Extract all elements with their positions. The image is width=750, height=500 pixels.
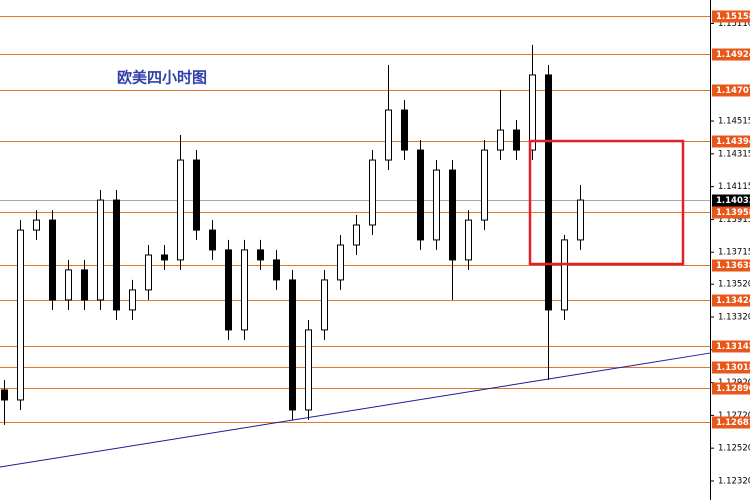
level-label: 1.14707 xyxy=(716,86,750,96)
y-tick-label: 1.14115 xyxy=(718,182,750,192)
candles-layer xyxy=(1,44,584,425)
candle-body xyxy=(353,224,360,246)
candle-body xyxy=(449,169,456,261)
candle-body xyxy=(33,219,40,231)
candle-body xyxy=(49,219,56,301)
candle-body xyxy=(321,279,328,331)
axis-layer: 1.15110 1.14515 1.14315 1.14115 1.13915 1.137… xyxy=(710,10,750,486)
candle-body xyxy=(545,74,552,311)
trendline xyxy=(0,352,711,468)
candle-body xyxy=(433,169,440,241)
candle-body xyxy=(385,109,392,161)
current-price-label: 1.14033 xyxy=(716,196,750,206)
overlay-layer xyxy=(0,139,711,468)
candle-body xyxy=(577,199,584,241)
candle-body xyxy=(273,259,280,281)
level-label: 1.14924 xyxy=(716,50,750,60)
candle-body xyxy=(17,229,24,401)
y-tick-label: 1.12320 xyxy=(718,476,750,486)
candle-body xyxy=(497,129,504,151)
level-label-bg xyxy=(712,259,750,272)
candle-body xyxy=(465,219,472,261)
level-label: 1.13018 xyxy=(716,363,750,373)
candle-body xyxy=(209,229,216,251)
candle-body xyxy=(81,269,88,301)
y-tick-label: 1.13715 xyxy=(718,248,750,258)
level-label-bg xyxy=(712,48,750,61)
candle-body xyxy=(401,109,408,151)
candle-body xyxy=(225,249,232,331)
y-tick-label: 1.13520 xyxy=(718,280,750,290)
chart-title: 欧美四小时图 xyxy=(117,69,207,87)
level-label: 1.14394 xyxy=(716,137,750,147)
candle-body xyxy=(1,389,8,401)
level-label-bg xyxy=(712,294,750,307)
candle-body xyxy=(529,74,536,151)
candle-body xyxy=(65,269,72,301)
y-tick-label: 1.13915 xyxy=(718,215,750,225)
level-label-bg xyxy=(712,206,750,219)
candle-body xyxy=(113,199,120,311)
y-tick-label: 1.15110 xyxy=(718,19,750,29)
candle-body xyxy=(561,239,568,311)
level-label: 1.12890 xyxy=(716,384,750,394)
candle-body xyxy=(513,129,520,151)
candle-body xyxy=(161,254,168,261)
level-label: 1.15158 xyxy=(716,12,750,22)
candle-body xyxy=(145,254,152,291)
level-label: 1.13958 xyxy=(716,208,750,218)
candle-body xyxy=(369,159,376,226)
level-label-bg xyxy=(712,416,750,429)
candle-body xyxy=(241,249,248,331)
candle-body xyxy=(289,279,296,411)
y-tick-label: 1.13320 xyxy=(718,312,750,322)
candle-body xyxy=(337,244,344,281)
y-tick-label: 1.12520 xyxy=(718,444,750,454)
candle-body xyxy=(257,249,264,261)
candle-body xyxy=(481,149,488,221)
candle-body xyxy=(193,159,200,231)
candle-body xyxy=(129,289,136,311)
y-tick-label: 1.14515 xyxy=(718,117,750,127)
level-label-bg xyxy=(712,10,750,23)
level-label: 1.13424 xyxy=(716,296,750,306)
candle-body xyxy=(97,199,104,301)
candle-body xyxy=(177,159,184,261)
current-label-bg xyxy=(712,194,750,207)
level-label-bg xyxy=(712,135,750,148)
highlight-box xyxy=(528,139,685,266)
lines-layer xyxy=(0,16,710,423)
level-label-bg xyxy=(712,84,750,97)
candle-body xyxy=(417,149,424,241)
candle-body xyxy=(305,329,312,411)
level-label-bg xyxy=(712,340,750,353)
level-label-bg xyxy=(712,382,750,395)
level-label: 1.13638 xyxy=(716,261,750,271)
level-label: 1.13142 xyxy=(716,342,750,352)
y-tick-label: 1.14315 xyxy=(718,149,750,159)
level-label-bg xyxy=(712,361,750,374)
y-tick-label: 1.12720 xyxy=(718,411,750,421)
